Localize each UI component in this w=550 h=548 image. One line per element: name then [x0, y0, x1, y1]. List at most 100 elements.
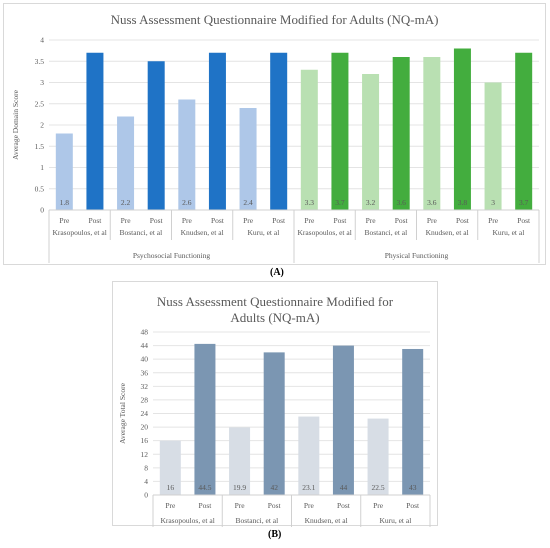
y-tick-label: 36	[141, 368, 149, 377]
bar	[331, 52, 349, 210]
data-label: 1.8	[60, 198, 70, 207]
chart-b-panel: Nuss Assessment Questionnaire Modified f…	[112, 281, 438, 527]
data-label: 43	[409, 483, 417, 492]
y-axis-label: Average Total Score	[118, 382, 127, 444]
y-tick-label: 20	[141, 423, 149, 432]
y-tick-label: 0.5	[35, 184, 45, 193]
data-label: 3.3	[305, 198, 315, 207]
bar	[453, 48, 471, 210]
bar	[515, 52, 533, 210]
panel-label-a: (A)	[270, 267, 284, 278]
y-tick-label: 4	[144, 477, 148, 486]
bar	[484, 82, 502, 210]
x-category-label: Post	[395, 216, 409, 225]
group-label: Psychosocial Functioning	[133, 251, 211, 260]
x-category-label: Post	[456, 216, 470, 225]
chart-b-title: Nuss Assessment Questionnaire Modified f…	[156, 294, 394, 325]
x-category-label: Post	[211, 216, 225, 225]
x-category-label: Pre	[165, 501, 176, 510]
study-label: Krasopoulos, et al	[52, 228, 106, 237]
chart-a-svg: 0 0.5 1 1.5 2 2.5 3 3.5 4 Average Domain Score 1.8…	[11, 36, 540, 263]
y-tick-label: 40	[141, 355, 149, 364]
y-tick-label: 3.5	[35, 57, 45, 66]
study-label: Knudsen, et al	[426, 228, 469, 237]
data-label: 42	[270, 483, 278, 492]
data-label: 3.7	[519, 198, 529, 207]
bar	[55, 133, 73, 210]
y-tick-label: 8	[144, 463, 148, 472]
x-category-label: Pre	[304, 216, 315, 225]
x-category-label: Pre	[243, 216, 254, 225]
study-label: Krasopoulos, et al	[160, 516, 214, 525]
bar	[367, 418, 389, 495]
data-label: 3.6	[397, 198, 407, 207]
x-category-label: Pre	[121, 216, 132, 225]
panel-label-b: (B)	[268, 529, 282, 540]
bar	[270, 52, 288, 210]
y-tick-label: 0	[40, 206, 44, 215]
data-label: 3.8	[458, 198, 468, 207]
data-label: 16	[167, 483, 175, 492]
y-tick-label: 28	[141, 395, 149, 404]
x-category-label: Post	[406, 501, 420, 510]
data-label: 3.6	[427, 198, 437, 207]
x-category-label: Pre	[59, 216, 70, 225]
x-category-label: Pre	[182, 216, 193, 225]
bar	[263, 352, 285, 495]
x-category-label: Post	[517, 216, 531, 225]
y-tick-label: 2	[40, 121, 44, 130]
data-label: 19.9	[233, 483, 246, 492]
y-tick-label: 48	[141, 328, 149, 337]
bar	[117, 116, 135, 210]
bar	[229, 427, 251, 495]
bar	[332, 345, 354, 495]
study-label: Kuru, et al	[379, 516, 411, 525]
x-category-label: Pre	[366, 216, 377, 225]
chart-a-title: Nuss Assessment Questionnaire Modified f…	[110, 12, 439, 27]
study-label: Knudsen, et al	[181, 228, 224, 237]
bar	[178, 99, 196, 210]
y-tick-label: 12	[141, 450, 149, 459]
x-category-label: Post	[272, 216, 286, 225]
data-label: 44.5	[198, 483, 211, 492]
y-tick-label: 3	[40, 78, 44, 87]
y-tick-label: 44	[141, 341, 149, 350]
data-label: 3	[491, 198, 495, 207]
y-tick-label: 0	[144, 491, 148, 500]
study-label: Bostanci, et al	[236, 516, 279, 525]
study-label: Bostanci, et al	[120, 228, 163, 237]
data-label: 2.2	[121, 198, 131, 207]
y-tick-label: 1	[40, 163, 44, 172]
x-category-label: Post	[88, 216, 102, 225]
group-label: Physical Functioning	[385, 251, 449, 260]
bar	[298, 416, 320, 495]
y-tick-label: 2.5	[35, 99, 45, 108]
bar	[392, 57, 410, 210]
x-category-label: Pre	[373, 501, 384, 510]
x-category-label: Post	[150, 216, 164, 225]
bar	[423, 57, 441, 210]
data-label: 2.6	[182, 198, 192, 207]
y-tick-label: 32	[141, 382, 149, 391]
y-tick-label: 16	[141, 436, 149, 445]
bar	[239, 108, 257, 210]
data-label: 44	[340, 483, 348, 492]
chart-a-panel: Nuss Assessment Questionnaire Modified f…	[3, 3, 546, 265]
x-category-label: Post	[333, 216, 347, 225]
data-label: 3.7	[335, 198, 345, 207]
x-category-label: Pre	[304, 501, 315, 510]
x-category-label: Pre	[427, 216, 438, 225]
x-category-label: Pre	[488, 216, 499, 225]
x-category-label: Pre	[235, 501, 246, 510]
x-category-label: Post	[268, 501, 282, 510]
data-label: 22.5	[372, 483, 385, 492]
study-label: Kuru, et al	[492, 228, 524, 237]
data-label: 23.1	[302, 483, 315, 492]
study-label: Krasopoulos, et al	[297, 228, 351, 237]
bar	[208, 52, 226, 210]
study-label: Knudsen, et al	[305, 516, 348, 525]
data-label: 3.2	[366, 198, 376, 207]
bar	[86, 52, 104, 210]
x-category-label: Post	[337, 501, 351, 510]
bar	[147, 61, 165, 210]
